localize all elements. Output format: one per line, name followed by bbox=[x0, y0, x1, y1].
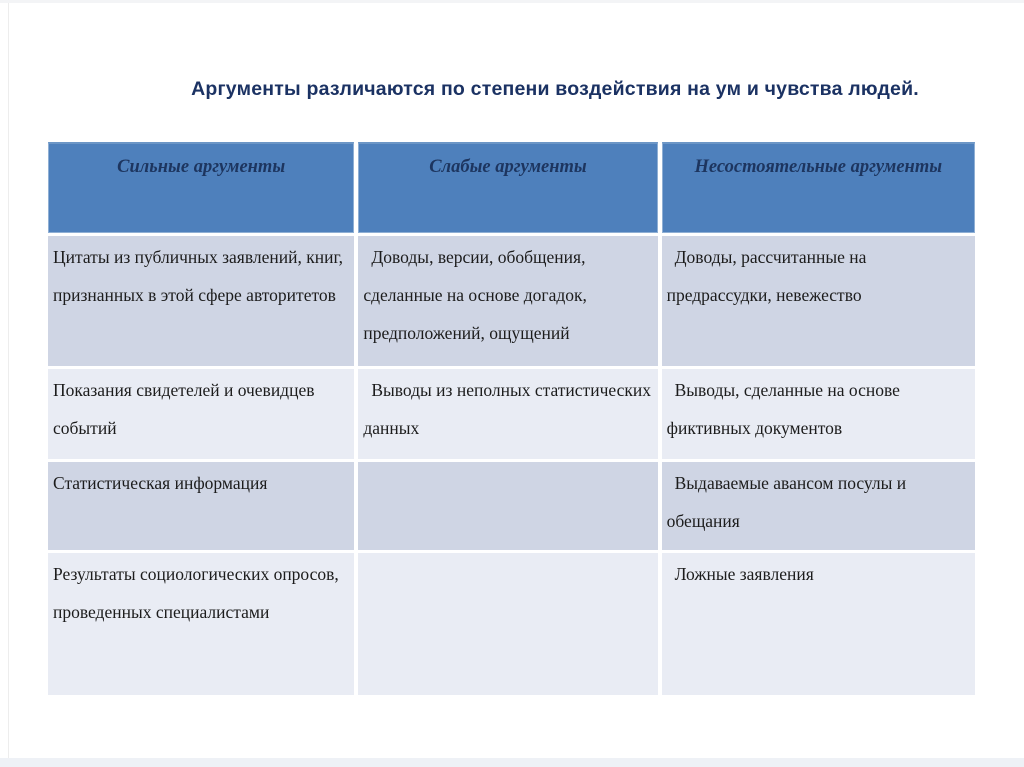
table-cell: Статистическая информация bbox=[48, 462, 355, 550]
top-frame-line bbox=[0, 0, 1024, 3]
table-cell: Показания свидетелей и очевидцев событий bbox=[48, 369, 355, 459]
table-cell: Результаты социологических опросов, пров… bbox=[48, 553, 355, 695]
table-cell: Цитаты из публичных заявлений, книг, при… bbox=[48, 236, 355, 366]
table-cell: Доводы, рассчитанные на предрассудки, не… bbox=[661, 236, 975, 366]
bottom-frame-strip bbox=[0, 758, 1024, 767]
table-cell: Выводы из неполных статистических данных bbox=[358, 369, 658, 459]
table-header-row: Сильные аргументы Слабые аргументы Несос… bbox=[48, 142, 975, 233]
table-cell: Выводы, сделанные на основе фиктивных до… bbox=[661, 369, 975, 459]
arguments-table: Сильные аргументы Слабые аргументы Несос… bbox=[44, 139, 979, 698]
column-header-weak-arguments: Слабые аргументы bbox=[358, 142, 658, 233]
table-cell bbox=[358, 462, 658, 550]
column-header-strong-arguments: Сильные аргументы bbox=[48, 142, 355, 233]
table-row: Статистическая информация Выдаваемые ава… bbox=[48, 462, 975, 550]
table-row: Показания свидетелей и очевидцев событий… bbox=[48, 369, 975, 459]
table-row: Результаты социологических опросов, пров… bbox=[48, 553, 975, 695]
table-cell bbox=[358, 553, 658, 695]
table-cell: Ложные заявления bbox=[661, 553, 975, 695]
table-cell: Доводы, версии, обобщения, сделанные на … bbox=[358, 236, 658, 366]
page-title: Аргументы различаются по степени воздейс… bbox=[191, 78, 919, 100]
column-header-untenable-arguments: Несостоятельные аргументы bbox=[661, 142, 975, 233]
table-row: Цитаты из публичных заявлений, книг, при… bbox=[48, 236, 975, 366]
left-frame-line bbox=[8, 3, 9, 759]
table-cell: Выдаваемые авансом посулы и обещания bbox=[661, 462, 975, 550]
